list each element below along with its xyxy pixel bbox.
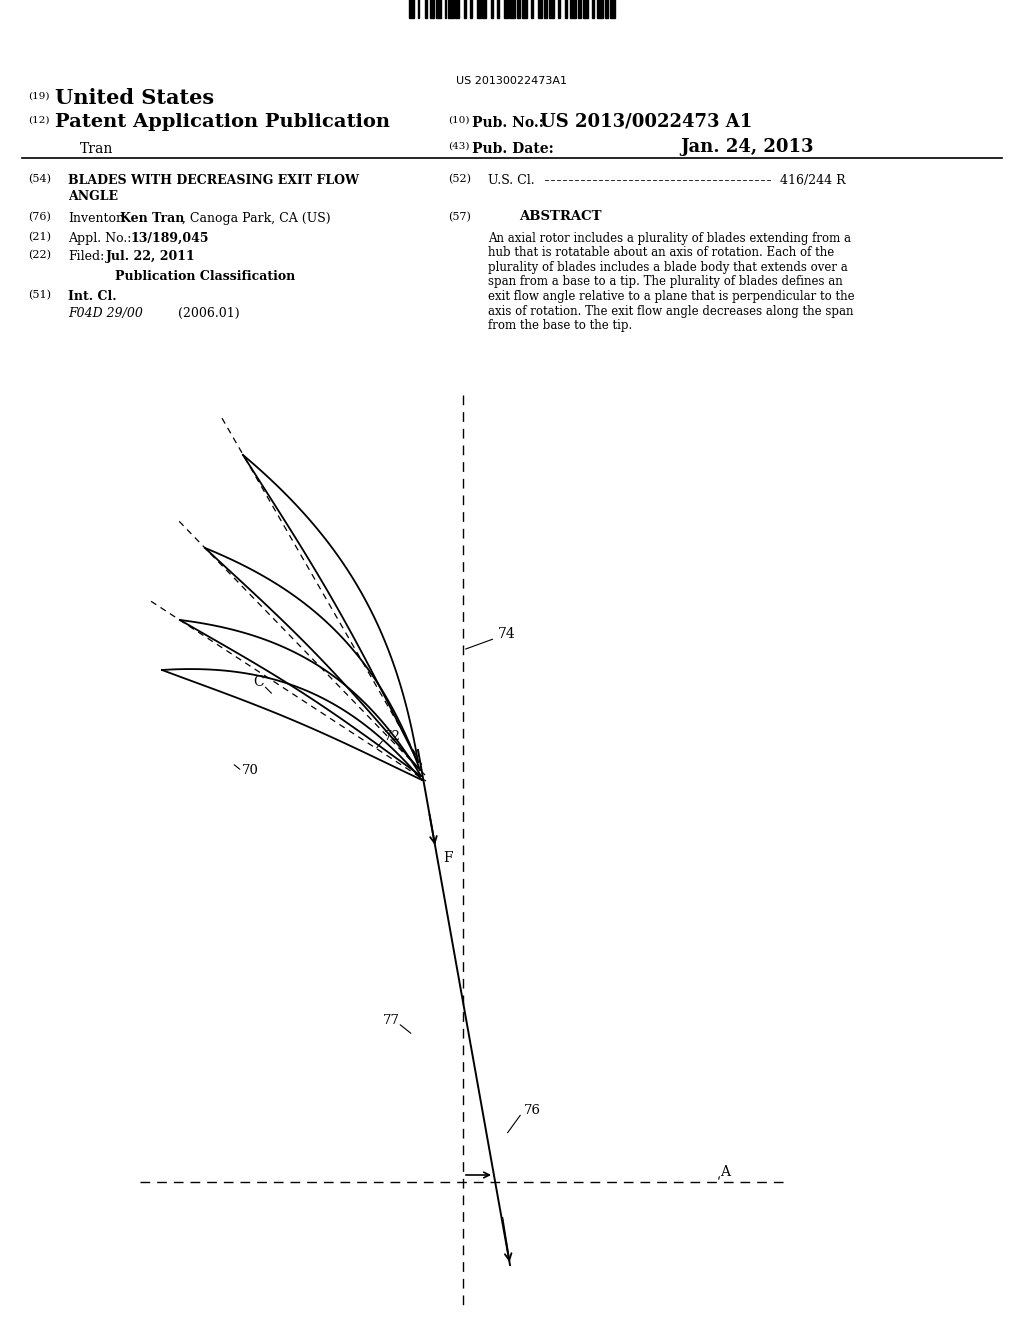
- Text: (12): (12): [28, 116, 49, 125]
- Bar: [504, 0, 508, 18]
- Text: (22): (22): [28, 249, 51, 260]
- Bar: [597, 0, 603, 18]
- Bar: [418, 0, 419, 18]
- Text: Pub. Date:: Pub. Date:: [472, 143, 554, 156]
- Text: plurality of blades includes a blade body that extends over a: plurality of blades includes a blade bod…: [488, 261, 848, 275]
- Bar: [530, 0, 532, 18]
- Bar: [558, 0, 560, 18]
- Bar: [509, 0, 515, 18]
- Bar: [497, 0, 499, 18]
- Text: US 2013/0022473 A1: US 2013/0022473 A1: [540, 114, 753, 131]
- Text: ABSTRACT: ABSTRACT: [519, 210, 601, 223]
- Bar: [435, 0, 441, 18]
- Bar: [430, 0, 434, 18]
- Text: (10): (10): [449, 116, 469, 125]
- Text: 13/189,045: 13/189,045: [131, 232, 210, 246]
- Bar: [583, 0, 589, 18]
- Text: Patent Application Publication: Patent Application Publication: [55, 114, 390, 131]
- Bar: [592, 0, 594, 18]
- Bar: [409, 0, 414, 18]
- Bar: [570, 0, 575, 18]
- Text: An axial rotor includes a plurality of blades extending from a: An axial rotor includes a plurality of b…: [488, 232, 851, 246]
- Text: Ken Tran: Ken Tran: [120, 213, 184, 224]
- Text: 77: 77: [383, 1014, 400, 1027]
- Text: U.S. Cl.: U.S. Cl.: [488, 174, 535, 187]
- Text: axis of rotation. The exit flow angle decreases along the span: axis of rotation. The exit flow angle de…: [488, 305, 853, 318]
- Bar: [449, 0, 454, 18]
- Bar: [538, 0, 542, 18]
- Text: from the base to the tip.: from the base to the tip.: [488, 319, 632, 333]
- Text: (2006.01): (2006.01): [178, 308, 240, 319]
- Text: BLADES WITH DECREASING EXIT FLOW: BLADES WITH DECREASING EXIT FLOW: [68, 174, 359, 187]
- Bar: [544, 0, 547, 18]
- Bar: [464, 0, 466, 18]
- Bar: [470, 0, 471, 18]
- Text: Inventor:: Inventor:: [68, 213, 126, 224]
- Text: 76: 76: [524, 1104, 541, 1117]
- Text: span from a base to a tip. The plurality of blades defines an: span from a base to a tip. The plurality…: [488, 276, 843, 289]
- Bar: [565, 0, 567, 18]
- Text: 74: 74: [466, 627, 516, 649]
- Text: exit flow angle relative to a plane that is perpendicular to the: exit flow angle relative to a plane that…: [488, 290, 855, 304]
- Bar: [549, 0, 554, 18]
- Text: United States: United States: [55, 88, 214, 108]
- Bar: [516, 0, 520, 18]
- Text: Jul. 22, 2011: Jul. 22, 2011: [106, 249, 196, 263]
- Text: A: A: [720, 1166, 730, 1179]
- Text: Pub. No.:: Pub. No.:: [472, 116, 544, 129]
- Bar: [522, 0, 527, 18]
- Text: US 20130022473A1: US 20130022473A1: [457, 77, 567, 86]
- Bar: [444, 0, 446, 18]
- Text: (43): (43): [449, 143, 469, 150]
- Text: F04D 29/00: F04D 29/00: [68, 308, 143, 319]
- Bar: [477, 0, 480, 18]
- Text: Appl. No.:: Appl. No.:: [68, 232, 131, 246]
- Bar: [610, 0, 615, 18]
- Text: Filed:: Filed:: [68, 249, 104, 263]
- Text: (51): (51): [28, 290, 51, 301]
- Text: 72: 72: [384, 730, 400, 743]
- Text: F: F: [443, 851, 453, 865]
- Text: ANGLE: ANGLE: [68, 190, 118, 203]
- Text: 416/244 R: 416/244 R: [780, 174, 846, 187]
- Text: (54): (54): [28, 174, 51, 185]
- Bar: [482, 0, 486, 18]
- Text: , Canoga Park, CA (US): , Canoga Park, CA (US): [182, 213, 331, 224]
- Text: hub that is rotatable about an axis of rotation. Each of the: hub that is rotatable about an axis of r…: [488, 247, 835, 260]
- Bar: [578, 0, 582, 18]
- Text: (57): (57): [449, 213, 471, 222]
- Bar: [425, 0, 427, 18]
- Text: Tran: Tran: [80, 143, 114, 156]
- Text: (21): (21): [28, 232, 51, 243]
- Text: Jan. 24, 2013: Jan. 24, 2013: [680, 139, 813, 156]
- Text: 70: 70: [242, 763, 259, 776]
- Bar: [605, 0, 608, 18]
- Text: Int. Cl.: Int. Cl.: [68, 290, 117, 304]
- Text: C: C: [254, 676, 264, 689]
- Bar: [456, 0, 459, 18]
- Bar: [492, 0, 494, 18]
- Text: Publication Classification: Publication Classification: [115, 271, 295, 282]
- Text: (52): (52): [449, 174, 471, 185]
- Text: (76): (76): [28, 213, 51, 222]
- Text: (19): (19): [28, 92, 49, 102]
